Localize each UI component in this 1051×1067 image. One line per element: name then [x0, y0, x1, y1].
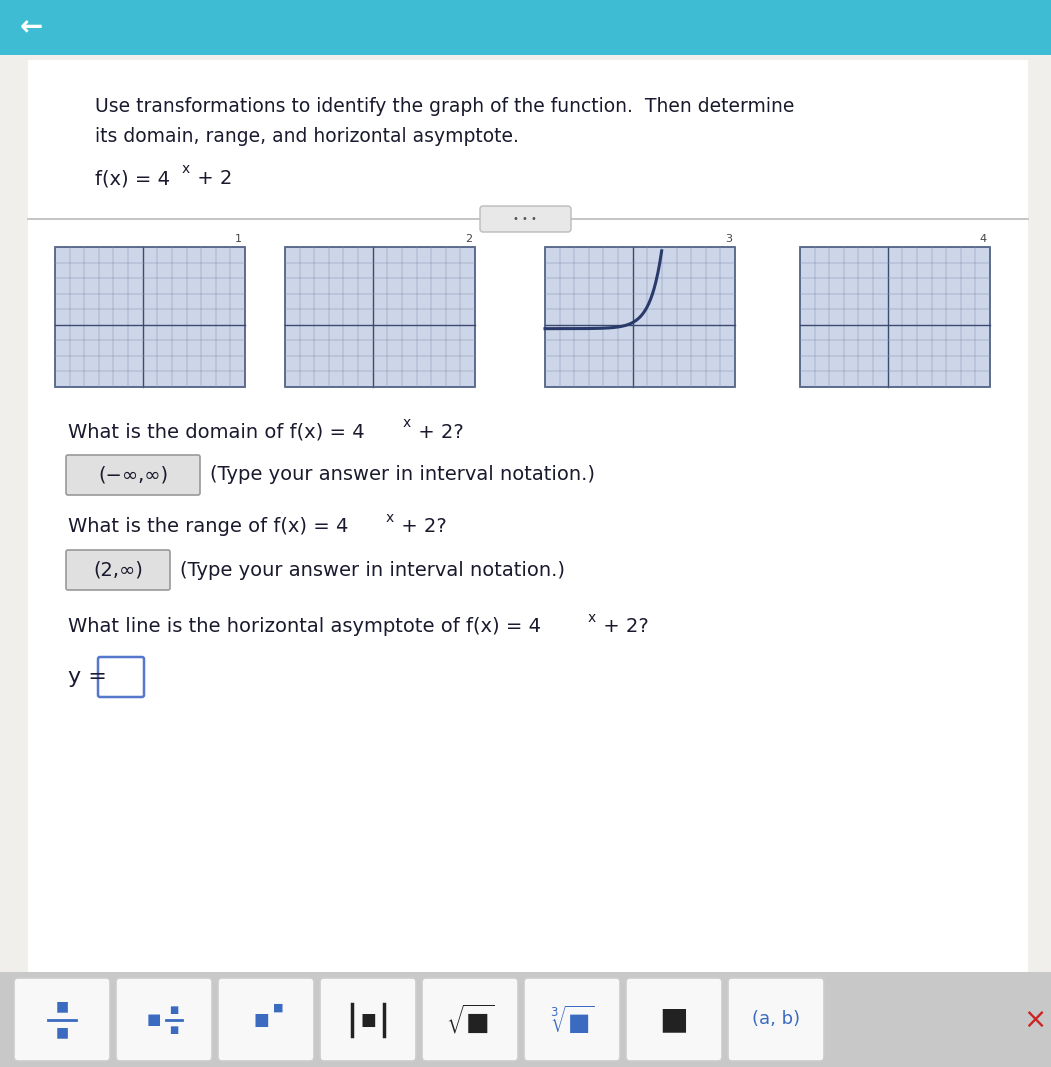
Text: $\sqrt[3]{\blacksquare}$: $\sqrt[3]{\blacksquare}$: [550, 1003, 595, 1036]
FancyBboxPatch shape: [28, 60, 1028, 972]
Text: What is the range of f(x) = 4: What is the range of f(x) = 4: [68, 517, 348, 537]
Text: (Type your answer in interval notation.): (Type your answer in interval notation.): [210, 465, 595, 484]
Text: ■: ■: [273, 1003, 284, 1013]
Text: 3: 3: [725, 234, 731, 244]
FancyBboxPatch shape: [320, 978, 416, 1061]
Text: f(x) = 4: f(x) = 4: [95, 170, 170, 189]
Text: (2,∞): (2,∞): [94, 560, 143, 579]
Text: (a, b): (a, b): [751, 1010, 800, 1029]
FancyBboxPatch shape: [66, 455, 200, 495]
Text: y =: y =: [68, 667, 107, 687]
FancyBboxPatch shape: [14, 978, 110, 1061]
Text: ■: ■: [56, 1000, 68, 1014]
FancyBboxPatch shape: [218, 978, 314, 1061]
FancyBboxPatch shape: [728, 978, 824, 1061]
Text: What is the domain of f(x) = 4: What is the domain of f(x) = 4: [68, 423, 365, 442]
Text: x: x: [386, 511, 394, 525]
Text: ■: ■: [253, 1010, 269, 1029]
Text: 4: 4: [980, 234, 987, 244]
Text: ■: ■: [56, 1025, 68, 1039]
Text: ■: ■: [147, 1012, 161, 1028]
Text: What line is the horizontal asymptote of f(x) = 4: What line is the horizontal asymptote of…: [68, 618, 541, 637]
Text: ■: ■: [660, 1005, 688, 1034]
FancyBboxPatch shape: [0, 0, 1051, 55]
Text: ■: ■: [360, 1010, 376, 1029]
Text: x: x: [588, 611, 596, 625]
FancyBboxPatch shape: [285, 246, 475, 387]
Text: • • •: • • •: [513, 214, 537, 224]
Text: ×: ×: [1024, 1005, 1047, 1034]
FancyBboxPatch shape: [423, 978, 518, 1061]
Text: its domain, range, and horizontal asymptote.: its domain, range, and horizontal asympt…: [95, 127, 519, 146]
Text: + 2?: + 2?: [395, 517, 447, 537]
Text: $\sqrt{\blacksquare}$: $\sqrt{\blacksquare}$: [446, 1003, 494, 1036]
FancyBboxPatch shape: [55, 246, 245, 387]
FancyBboxPatch shape: [524, 978, 620, 1061]
FancyBboxPatch shape: [0, 972, 1051, 1067]
Text: ■: ■: [169, 1004, 179, 1015]
Text: 1: 1: [235, 234, 242, 244]
Text: ■: ■: [169, 1024, 179, 1035]
Text: (Type your answer in interval notation.): (Type your answer in interval notation.): [180, 560, 565, 579]
FancyBboxPatch shape: [116, 978, 212, 1061]
Text: ←: ←: [20, 14, 43, 42]
Text: + 2?: + 2?: [412, 423, 463, 442]
Text: Use transformations to identify the graph of the function.  Then determine: Use transformations to identify the grap…: [95, 97, 795, 116]
FancyBboxPatch shape: [545, 246, 735, 387]
FancyBboxPatch shape: [66, 550, 170, 590]
Text: x: x: [403, 416, 411, 430]
FancyBboxPatch shape: [98, 657, 144, 697]
FancyBboxPatch shape: [800, 246, 990, 387]
Text: + 2?: + 2?: [597, 618, 648, 637]
FancyBboxPatch shape: [480, 206, 571, 232]
Text: (−∞,∞): (−∞,∞): [98, 465, 168, 484]
FancyBboxPatch shape: [626, 978, 722, 1061]
Text: x: x: [182, 162, 190, 176]
Text: + 2: + 2: [191, 170, 232, 189]
Text: 2: 2: [465, 234, 472, 244]
